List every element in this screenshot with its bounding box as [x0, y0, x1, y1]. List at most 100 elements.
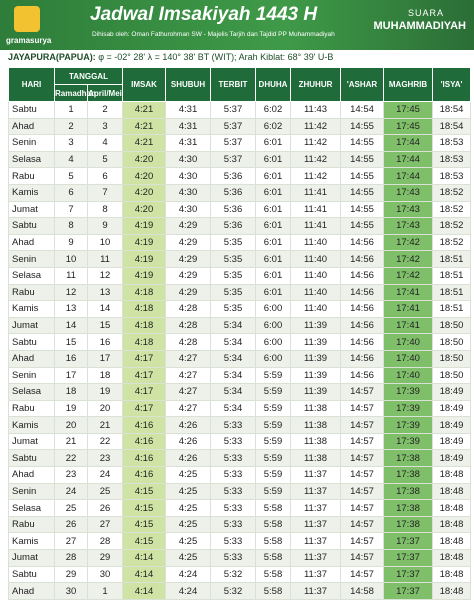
table-cell: 5:58: [255, 499, 291, 517]
table-cell: 17:43: [383, 200, 433, 219]
table-cell: 25: [54, 499, 88, 517]
table-cell: 18:52: [432, 183, 471, 202]
table-cell: 6:01: [255, 134, 291, 152]
table-cell: 4:25: [165, 499, 211, 517]
table-cell: 17:43: [383, 217, 433, 235]
table-cell: 11:39: [290, 316, 341, 335]
table-cell: 11:39: [290, 383, 341, 401]
table-row: Senin 3 4 4:21 4:31 5:37 6:01 11:42 14:55 17:44 18…: [8, 134, 471, 152]
table-cell: 16: [54, 349, 88, 368]
table-cell: 4:26: [165, 432, 211, 451]
table-cell: 4:18: [122, 300, 166, 318]
table-row: Rabu 5 6 4:20 4:30 5:36 6:01 11:42 14:55 17:44 18:…: [8, 167, 471, 185]
table-cell: 4:14: [122, 582, 166, 600]
table-cell: 4:28: [165, 300, 211, 318]
header-cell: DHUHA: [255, 67, 291, 102]
table-cell: 4:31: [165, 101, 211, 119]
table-cell: 4:27: [165, 366, 211, 385]
table-cell: 6:01: [255, 167, 291, 185]
table-cell: 7: [54, 200, 88, 219]
table-cell: 11:37: [290, 466, 341, 484]
table-cell: 14:55: [340, 150, 384, 169]
table-cell: 4:27: [165, 383, 211, 401]
table-cell: 8: [87, 200, 123, 219]
table-cell: 24: [87, 466, 123, 484]
table-cell: 11:40: [290, 266, 341, 285]
table-cell: 5: [54, 167, 88, 185]
table-cell: 4:26: [165, 449, 211, 468]
table-cell: 18: [87, 366, 123, 385]
table-cell: 17:41: [383, 300, 433, 318]
table-cell: Sabtu: [8, 101, 55, 119]
table-cell: 4:21: [122, 117, 166, 136]
table-cell: 4:17: [122, 383, 166, 401]
table-cell: 18:51: [432, 250, 471, 268]
table-cell: 18: [54, 383, 88, 401]
location: JAYAPURA(PAPUA):: [8, 52, 96, 62]
header-cell: TANGGAL: [54, 67, 123, 85]
table-cell: 18:52: [432, 217, 471, 235]
table-row: Selasa 25 26 4:15 4:25 5:33 5:58 11:37 14:57 17:3…: [8, 499, 471, 517]
table-cell: 6: [54, 183, 88, 202]
table-cell: 11:42: [290, 167, 341, 185]
table-cell: 5:34: [210, 333, 256, 351]
table-cell: 30: [87, 565, 123, 584]
table-cell: 17:38: [383, 449, 433, 468]
table-cell: 18:52: [432, 233, 471, 252]
table-cell: 17:38: [383, 499, 433, 517]
table-cell: 4:25: [165, 515, 211, 534]
table-cell: 4:15: [122, 499, 166, 517]
table-cell: Senin: [8, 482, 55, 501]
table-cell: Jumat: [8, 549, 55, 567]
table-cell: 17:42: [383, 250, 433, 268]
table-cell: 5:37: [210, 117, 256, 136]
table-cell: 4:26: [165, 416, 211, 434]
table-cell: 18:48: [432, 582, 471, 600]
table-row: Sabtu 22 23 4:16 4:26 5:33 5:59 11:38 14:57 17:38…: [8, 449, 471, 468]
table-row: Ahad 9 10 4:19 4:29 5:35 6:01 11:40 14:56 17:42 18…: [8, 233, 471, 252]
table-cell: 6:00: [255, 300, 291, 318]
table-cell: 11:37: [290, 565, 341, 584]
table-cell: 14:57: [340, 515, 384, 534]
table-cell: 18:51: [432, 266, 471, 285]
table-cell: 4:20: [122, 183, 166, 202]
table-cell: 30: [54, 582, 88, 600]
table-cell: 4:28: [165, 316, 211, 335]
table-row: Jumat 21 22 4:16 4:26 5:33 5:59 11:38 14:57 17:39…: [8, 432, 471, 451]
table-cell: Selasa: [8, 499, 55, 517]
table-cell: 6:00: [255, 349, 291, 368]
table-row: Rabu 12 13 4:18 4:29 5:35 6:01 11:40 14:56 17:41 1…: [8, 283, 471, 302]
table-cell: 5:33: [210, 416, 256, 434]
header-cell: MAGHRIB: [383, 67, 433, 102]
table-row: Kamis 20 21 4:16 4:26 5:33 5:59 11:38 14:57 17:39…: [8, 416, 471, 434]
table-cell: 29: [54, 565, 88, 584]
table-cell: 11:43: [290, 101, 341, 119]
table-cell: 4:30: [165, 200, 211, 219]
table-cell: 24: [54, 482, 88, 501]
table-cell: 4:30: [165, 150, 211, 169]
table-cell: 18:53: [432, 150, 471, 169]
table-cell: 5:35: [210, 283, 256, 302]
table-cell: 11:39: [290, 333, 341, 351]
table-cell: 26: [87, 499, 123, 517]
table-cell: 6: [87, 167, 123, 185]
table-cell: 4:19: [122, 217, 166, 235]
table-cell: 16: [87, 333, 123, 351]
table-cell: 2: [87, 101, 123, 119]
table-cell: 6:01: [255, 200, 291, 219]
header-row: HARI TANGGAL IMSAK SHUBUH TERBIT DHUHA ZHUHUR '…: [8, 67, 471, 102]
table-cell: 2: [54, 117, 88, 136]
table-cell: 18:54: [432, 101, 471, 119]
table-row: Sabtu 8 9 4:19 4:29 5:36 6:01 11:41 14:55 17:43 18…: [8, 217, 471, 235]
table-cell: 4:17: [122, 366, 166, 385]
table-cell: 17:37: [383, 565, 433, 584]
table-cell: Selasa: [8, 266, 55, 285]
table-cell: 9: [54, 233, 88, 252]
brand-top: SUARA: [407, 8, 444, 18]
table-cell: 6:00: [255, 333, 291, 351]
table-cell: 5:59: [255, 466, 291, 484]
table-cell: 4:15: [122, 532, 166, 551]
table-cell: 5:33: [210, 466, 256, 484]
table-cell: Jumat: [8, 316, 55, 335]
table-cell: 14:56: [340, 300, 384, 318]
